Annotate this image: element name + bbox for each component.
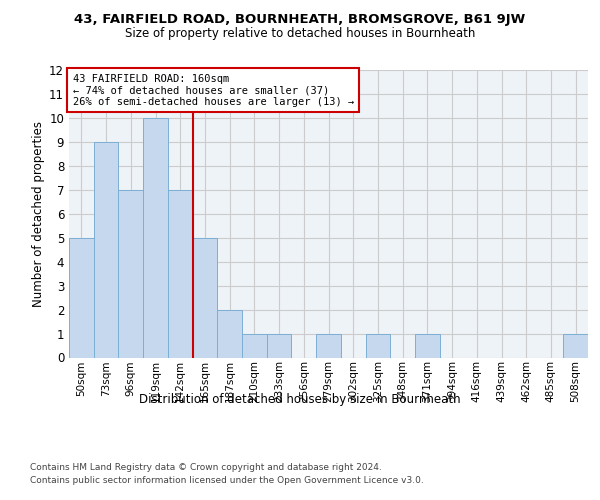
- Y-axis label: Number of detached properties: Number of detached properties: [32, 120, 45, 306]
- Bar: [316, 334, 341, 357]
- Bar: [118, 190, 143, 358]
- Bar: [267, 334, 292, 357]
- Text: Contains HM Land Registry data © Crown copyright and database right 2024.: Contains HM Land Registry data © Crown c…: [30, 462, 382, 471]
- Bar: [143, 118, 168, 358]
- Bar: [217, 310, 242, 358]
- Text: Distribution of detached houses by size in Bournheath: Distribution of detached houses by size …: [139, 392, 461, 406]
- Text: 43 FAIRFIELD ROAD: 160sqm
← 74% of detached houses are smaller (37)
26% of semi-: 43 FAIRFIELD ROAD: 160sqm ← 74% of detac…: [73, 74, 354, 107]
- Bar: [193, 238, 217, 358]
- Bar: [415, 334, 440, 357]
- Bar: [168, 190, 193, 358]
- Bar: [563, 334, 588, 357]
- Text: Contains public sector information licensed under the Open Government Licence v3: Contains public sector information licen…: [30, 476, 424, 485]
- Bar: [69, 238, 94, 358]
- Bar: [242, 334, 267, 357]
- Text: Size of property relative to detached houses in Bournheath: Size of property relative to detached ho…: [125, 28, 475, 40]
- Bar: [94, 142, 118, 358]
- Bar: [365, 334, 390, 357]
- Text: 43, FAIRFIELD ROAD, BOURNHEATH, BROMSGROVE, B61 9JW: 43, FAIRFIELD ROAD, BOURNHEATH, BROMSGRO…: [74, 12, 526, 26]
